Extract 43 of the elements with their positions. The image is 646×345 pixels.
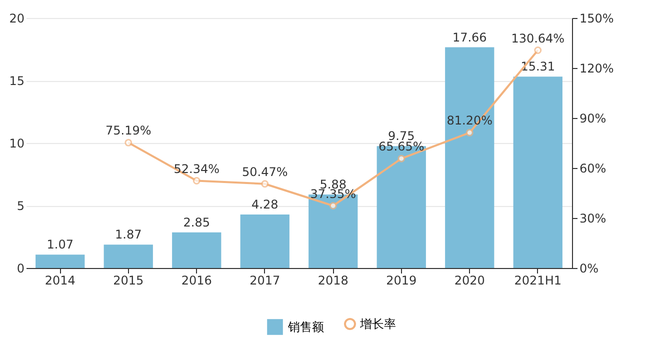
x-tick-label: 2018 — [318, 274, 348, 288]
bar — [445, 47, 494, 268]
point — [261, 180, 269, 188]
point — [534, 46, 542, 54]
x-tick-label: 2020 — [454, 274, 485, 288]
y2-tick-label: 60% — [580, 162, 606, 176]
point — [466, 128, 474, 136]
point — [329, 202, 337, 210]
y-tick-label: 15 — [9, 74, 24, 88]
data-label: 1.07 — [46, 238, 74, 252]
y-tick-label: 20 — [9, 12, 24, 26]
bar — [172, 232, 222, 268]
x-tick-label: 2015 — [113, 274, 144, 288]
y-tick-label: 0 — [16, 262, 24, 276]
x-tick-label: 2019 — [386, 274, 417, 288]
data-label: 130.64% — [511, 31, 565, 46]
legend-label: 销售额 — [287, 320, 324, 334]
point — [124, 138, 132, 146]
y2-tick-label: 150% — [580, 12, 614, 26]
y2-tick-label: 90% — [580, 112, 606, 126]
bar — [240, 214, 290, 268]
legend-label: 增长率 — [359, 317, 396, 331]
data-label: 17.66 — [452, 30, 487, 44]
point — [192, 177, 200, 185]
x-tick-label: 2014 — [44, 274, 76, 288]
point — [398, 154, 406, 162]
data-label: 1.87 — [115, 228, 142, 242]
y2-tick-label: 120% — [580, 62, 614, 76]
x-tick-label: 2017 — [250, 274, 280, 288]
data-label: 2.85 — [183, 215, 210, 230]
data-label: 4.28 — [252, 198, 278, 212]
x-tick-label: 2016 — [181, 274, 212, 288]
y2-tick-label: 30% — [580, 212, 606, 226]
data-label: 52.34% — [174, 162, 220, 176]
y2-tick-label: 0% — [580, 262, 599, 276]
x-tick-label: 2021H1 — [514, 274, 562, 288]
bar — [104, 244, 153, 268]
data-label: 75.19% — [105, 124, 152, 138]
y-tick-label: 5 — [16, 199, 24, 213]
y-tick-label: 10 — [9, 136, 24, 150]
data-label: 50.47% — [242, 164, 288, 179]
bar — [513, 76, 562, 268]
bar — [36, 254, 85, 268]
